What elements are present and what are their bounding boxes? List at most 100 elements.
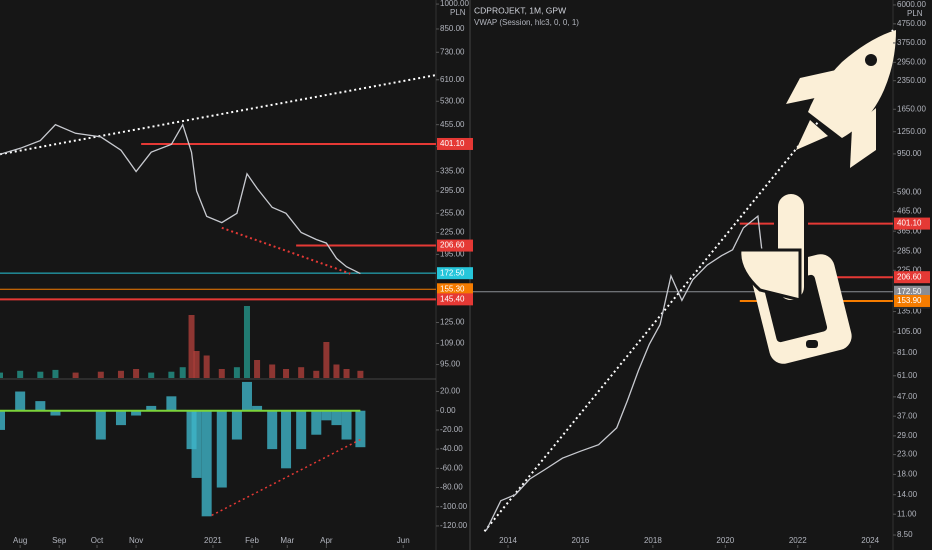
volume-bar xyxy=(283,369,290,378)
oscillator-bar xyxy=(252,405,263,411)
y-tick-label: 29.00 xyxy=(897,431,918,440)
rocket-flame xyxy=(796,120,828,150)
price-label: 172.50 xyxy=(440,268,465,277)
y-tick-label: -120.00 xyxy=(440,521,468,530)
y-tick-label: 225.00 xyxy=(897,265,922,274)
y-tick-label: 8.50 xyxy=(897,530,913,539)
price-label: 206.60 xyxy=(897,272,922,281)
price-label-bg xyxy=(894,294,930,307)
y-tick-label: 4750.00 xyxy=(897,19,926,28)
price-line xyxy=(485,214,770,531)
volume-bar xyxy=(233,367,240,378)
x-tick-label: Aug xyxy=(13,536,27,545)
volume-bar xyxy=(333,364,340,378)
y-tick-label: 109.00 xyxy=(440,339,465,348)
y-tick-label: 11.00 xyxy=(897,509,917,518)
y-tick-label: 1250.00 xyxy=(897,127,926,136)
x-tick-label: 2022 xyxy=(789,536,807,545)
volume-bar xyxy=(343,369,350,378)
price-label: 206.60 xyxy=(440,241,465,250)
oscillator-bar xyxy=(216,410,227,488)
y-tick-label: 850.00 xyxy=(440,24,465,33)
y-tick-label: -80.00 xyxy=(440,483,463,492)
volume-bar xyxy=(254,360,261,378)
volume-bar xyxy=(179,367,186,378)
y-tick-label: 1000.00 xyxy=(440,0,469,8)
price-label: 155.30 xyxy=(440,284,465,293)
y-tick-label: 530.00 xyxy=(440,96,465,105)
volume-bar xyxy=(243,306,250,378)
x-tick-label: Jun xyxy=(397,536,410,545)
x-tick-label: 2014 xyxy=(499,536,517,545)
y-tick-label: 365.00 xyxy=(897,226,922,235)
volume-bar xyxy=(37,371,44,378)
oscillator-bar xyxy=(341,410,352,440)
price-label-bg xyxy=(437,267,473,280)
oscillator-bar xyxy=(35,401,46,411)
y-unit: PLN xyxy=(907,9,923,18)
oscillator-bar xyxy=(281,410,292,469)
y-tick-label: 590.00 xyxy=(897,188,922,197)
y-tick-label: 465.00 xyxy=(897,207,922,216)
volume-bar xyxy=(188,315,195,378)
oscillator-bar xyxy=(311,410,322,435)
volume-bar xyxy=(97,371,104,378)
oscillator-bar xyxy=(186,410,197,450)
y-tick-label: 6000.00 xyxy=(897,0,926,9)
volume-bar xyxy=(313,370,320,378)
oscillator-bar xyxy=(146,405,157,411)
price-label-bg xyxy=(894,217,930,230)
price-label: 172.50 xyxy=(897,287,922,296)
x-tick-label: Feb xyxy=(245,536,259,545)
x-tick-label: 2021 xyxy=(204,536,222,545)
y-tick-label: 20.00 xyxy=(440,387,461,396)
y-tick-label: 47.00 xyxy=(897,392,918,401)
y-tick-label: 1650.00 xyxy=(897,104,926,113)
y-tick-label: 95.00 xyxy=(440,360,461,369)
y-tick-label: 2350.00 xyxy=(897,76,926,85)
y-tick-label: 135.00 xyxy=(897,307,922,316)
oscillator-bar xyxy=(0,410,5,430)
oscillator-bar xyxy=(355,410,366,448)
y-tick-label: 335.00 xyxy=(440,167,465,176)
oscillator-bar xyxy=(131,410,142,416)
oscillator-bar xyxy=(321,410,332,421)
oscillator-bar xyxy=(50,410,61,416)
x-tick-label: Sep xyxy=(52,536,67,545)
volume-bar xyxy=(357,370,364,378)
x-tick-label: 2016 xyxy=(572,536,590,545)
price-line xyxy=(0,123,361,275)
y-tick-label: -20.00 xyxy=(440,425,463,434)
price-label-bg xyxy=(437,283,473,296)
x-tick-label: Mar xyxy=(280,536,294,545)
oscillator-bar xyxy=(166,396,177,411)
volume-bar xyxy=(133,369,140,378)
x-tick-label: Apr xyxy=(320,536,333,545)
y-tick-label: 125.00 xyxy=(440,318,465,327)
volume-bar xyxy=(0,372,3,378)
x-tick-label: 2020 xyxy=(716,536,734,545)
oscillator-bar xyxy=(267,410,278,450)
y-tick-label: 255.00 xyxy=(440,208,465,217)
y-tick-label: -60.00 xyxy=(440,463,463,472)
y-tick-label: 3750.00 xyxy=(897,38,926,47)
x-tick-label: Oct xyxy=(91,536,104,545)
y-tick-label: 730.00 xyxy=(440,47,465,56)
y-tick-label: 285.00 xyxy=(897,246,922,255)
chart-title: CDPROJEKT, 1M, GPW xyxy=(474,5,566,15)
volume-bar xyxy=(52,369,59,378)
oscillator-bar xyxy=(241,381,252,411)
oscillator-bar xyxy=(231,410,242,440)
oscillator-bar xyxy=(191,410,202,478)
volume-bar xyxy=(117,370,124,378)
y-unit: PLN xyxy=(450,8,466,17)
rocket-window xyxy=(865,54,877,66)
trend-line xyxy=(0,74,437,156)
volume-bar xyxy=(148,372,155,378)
y-tick-label: 37.00 xyxy=(897,411,918,420)
oscillator-bar xyxy=(15,391,26,411)
y-tick-label: 61.00 xyxy=(897,371,918,380)
oscillator-bar xyxy=(331,410,342,426)
price-label-bg xyxy=(894,271,930,284)
